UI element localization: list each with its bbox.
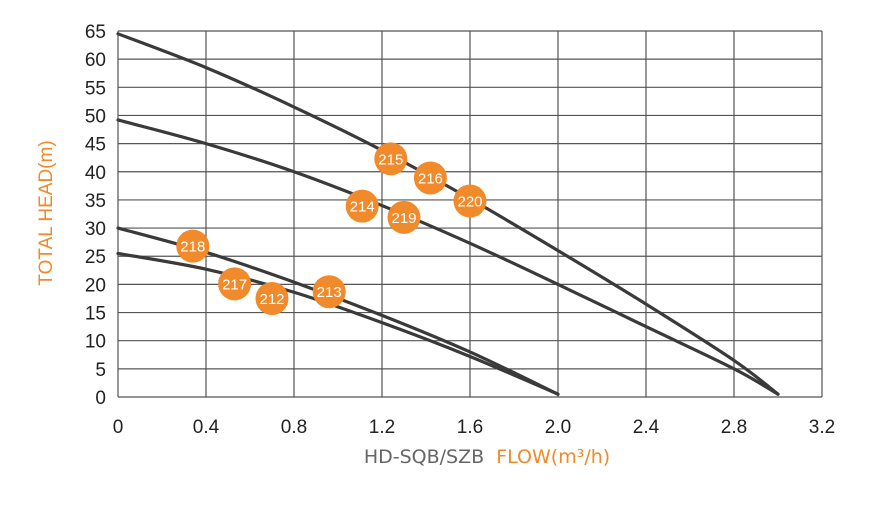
model-badge-219: 219: [387, 200, 421, 234]
x-axis-label-unit: FLOW(m³/h): [496, 446, 610, 468]
model-badge-215: 215: [374, 142, 408, 176]
model-badge-212: 212: [255, 281, 289, 315]
x-tick-label: 0: [113, 417, 124, 438]
series-line-curve-low-b: [116, 251, 560, 396]
model-badge-circle: [345, 189, 379, 223]
x-tick-label: 2.8: [721, 417, 747, 438]
y-tick-label: 10: [85, 332, 106, 353]
model-badge-circle: [413, 161, 447, 195]
model-badge-label: 213: [317, 284, 342, 301]
model-badge-circle: [255, 281, 289, 315]
y-tick-label: 60: [85, 50, 106, 71]
model-badge-label: 215: [378, 151, 403, 168]
model-badge-label: 212: [259, 291, 284, 308]
model-badge-circle: [176, 229, 210, 263]
model-badge-218: 218: [176, 229, 210, 263]
y-tick-label: 15: [85, 304, 106, 325]
model-badges: 215 216 220 214 219 218 217 212 213: [176, 142, 487, 315]
y-tick-label: 45: [85, 135, 106, 156]
model-badge-213: 213: [312, 275, 346, 309]
y-tick-label: 35: [85, 191, 106, 212]
x-tick-label: 0.4: [193, 417, 220, 438]
model-badge-label: 214: [350, 199, 375, 216]
series-line-curve-mid: [116, 118, 780, 396]
model-badge-circle: [218, 267, 252, 301]
model-badge-217: 217: [218, 267, 252, 301]
model-badge-214: 214: [345, 189, 379, 223]
y-tick-label: 65: [85, 22, 106, 43]
x-tick-label: 3.2: [809, 417, 835, 438]
x-axis-label-prefix: HD-SQB/SZB: [364, 446, 484, 468]
model-badge-label: 220: [457, 194, 482, 211]
model-badge-label: 216: [418, 170, 443, 187]
model-badge-circle: [374, 142, 408, 176]
model-badge-label: 219: [391, 210, 416, 227]
model-badge-216: 216: [413, 161, 447, 195]
y-tick-label: 30: [85, 219, 106, 240]
model-badge-label: 217: [222, 276, 247, 293]
y-axis-label: TOTAL HEAD(m): [36, 140, 57, 285]
model-badge-circle: [312, 275, 346, 309]
x-tick-label: 0.8: [281, 417, 307, 438]
x-tick-label: 1.2: [369, 417, 395, 438]
grid: [117, 30, 823, 398]
axis-ticks: 0 0.4 0.8 1.2 1.6 2.0 2.4 2.8 3.2 0 5 10 15 20 25 30 35 4…: [85, 22, 835, 438]
y-tick-label: 5: [95, 360, 106, 381]
y-tick-label: 55: [85, 78, 106, 99]
model-badge-circle: [387, 200, 421, 234]
model-badge-label: 218: [180, 239, 205, 256]
x-axis-label: HD-SQB/SZB FLOW(m³/h): [364, 446, 610, 468]
model-badge-220: 220: [453, 184, 487, 218]
y-tick-label: 0: [95, 388, 106, 409]
x-tick-label: 2.4: [633, 417, 660, 438]
x-tick-label: 2.0: [545, 417, 571, 438]
y-tick-label: 20: [85, 275, 106, 296]
x-tick-label: 1.6: [457, 417, 483, 438]
y-tick-label: 25: [85, 247, 106, 268]
y-tick-label: 50: [85, 106, 106, 127]
model-badge-circle: [453, 184, 487, 218]
y-tick-label: 40: [85, 163, 106, 184]
